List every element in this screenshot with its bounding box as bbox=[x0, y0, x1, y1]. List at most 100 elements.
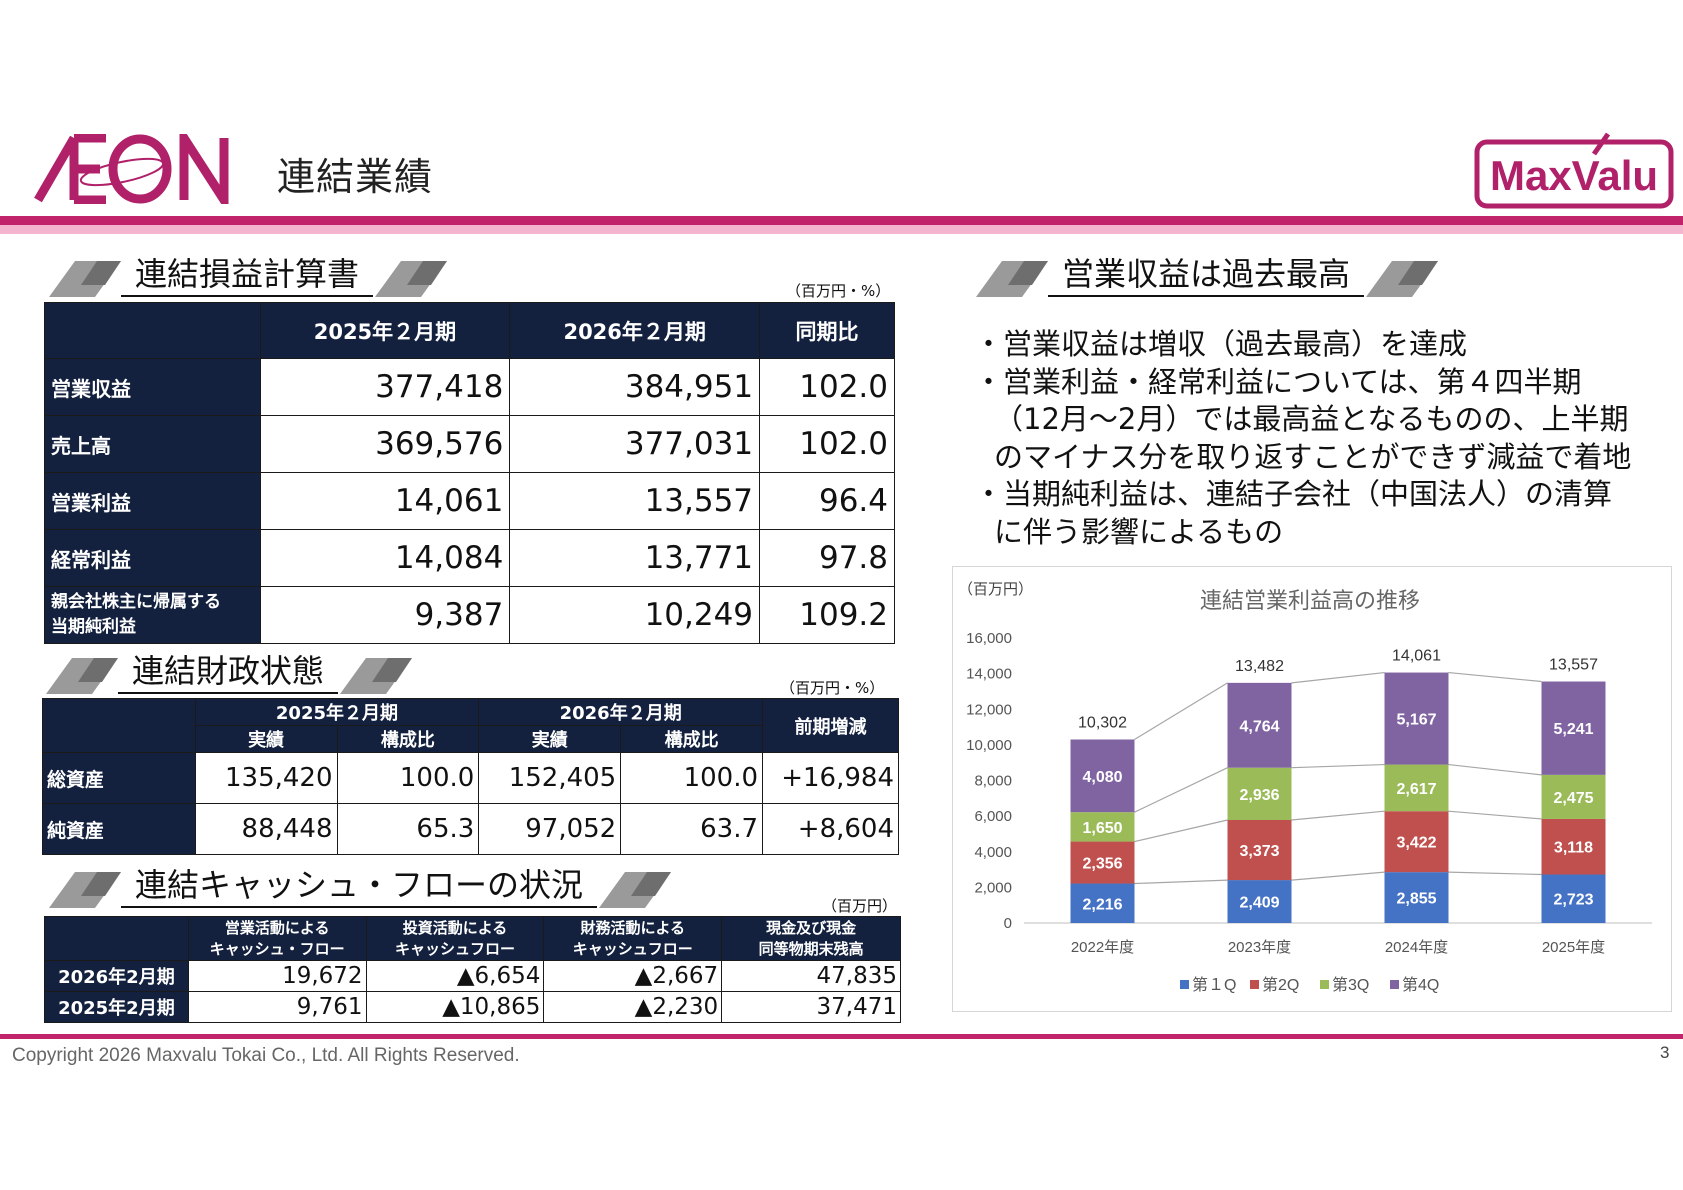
table-header-cell: 2026年２月期 bbox=[478, 698, 764, 726]
y-tick-label: 0 bbox=[1004, 915, 1012, 932]
table-header-cell: 現金及び現金 同等物期末残高 bbox=[721, 916, 901, 961]
pl-table: 2025年２月期 2026年２月期 同期比 営業収益 377,418 384,9… bbox=[44, 302, 895, 644]
series-line bbox=[1448, 763, 1542, 776]
bar-value-label: 2,855 bbox=[1396, 891, 1436, 908]
y-tick-label: 4,000 bbox=[974, 844, 1012, 861]
series-line bbox=[1448, 871, 1542, 876]
bs-table: 2025年２月期 2026年２月期 前期増減 実績 構成比 実績 構成比 総資産… bbox=[42, 698, 899, 855]
header-line: 投資活動による bbox=[402, 918, 508, 937]
cell-curr: 384,951 bbox=[509, 358, 761, 416]
bar-value-label: 3,422 bbox=[1396, 835, 1436, 852]
table-header-cell: 2026年２月期 bbox=[509, 302, 761, 359]
y-tick-label: 16,000 bbox=[966, 630, 1012, 647]
series-line bbox=[1291, 671, 1385, 684]
cell-ratio: 102.0 bbox=[759, 358, 895, 416]
table-header-row: 2025年２月期 2026年２月期 前期増減 bbox=[42, 698, 899, 753]
bar-segment bbox=[1070, 812, 1135, 842]
header-line: キャッシュフロー bbox=[394, 939, 515, 958]
bar-value-label: 2,216 bbox=[1082, 896, 1122, 913]
y-tick-label: 6,000 bbox=[974, 808, 1012, 825]
header-line: キャッシュ・フロー bbox=[209, 939, 345, 958]
bar-value-label: 1,650 bbox=[1082, 820, 1122, 837]
bar-total-label: 14,061 bbox=[1392, 648, 1441, 665]
series-line bbox=[1448, 810, 1542, 820]
cell-prev: 377,418 bbox=[259, 358, 511, 416]
header-band bbox=[0, 216, 1683, 225]
legend-swatch bbox=[1320, 980, 1329, 989]
legend-label: 第１Q bbox=[1192, 976, 1236, 994]
series-line bbox=[1448, 671, 1542, 683]
table-header-cell: 実績 bbox=[194, 725, 338, 753]
svg-text:MaxValu: MaxValu bbox=[1490, 152, 1658, 199]
highlights-section-title: 営業収益は過去最高 bbox=[974, 255, 1439, 297]
row-label: 営業利益 bbox=[44, 472, 261, 530]
legend-label: 第4Q bbox=[1402, 976, 1439, 994]
y-tick-label: 8,000 bbox=[974, 773, 1012, 790]
table-header-cell: 投資活動による キャッシュフロー bbox=[365, 916, 545, 961]
cell-prev: 369,576 bbox=[259, 415, 511, 473]
bar-value-label: 2,723 bbox=[1553, 892, 1593, 909]
cell-prev-ratio: 100.0 bbox=[336, 752, 480, 804]
bar-value-label: 2,409 bbox=[1239, 895, 1279, 912]
header-line: 現金及び現金 bbox=[766, 918, 857, 937]
cell-curr-actual: 152,405 bbox=[478, 752, 622, 804]
chevron-left-decor bbox=[49, 872, 121, 908]
table-row: 総資産 135,420 100.0 152,405 100.0 +16,984 bbox=[42, 752, 899, 804]
row-label: 親会社株主に帰属する 当期純利益 bbox=[44, 586, 261, 644]
table-header-cell bbox=[44, 916, 189, 961]
cell-financing: ▲2,667 bbox=[543, 960, 723, 992]
maxvalu-logo: MaxValu bbox=[1474, 132, 1674, 209]
bar-value-label: 2,475 bbox=[1553, 790, 1593, 807]
bar-value-label: 2,617 bbox=[1396, 781, 1436, 798]
table-row: 親会社株主に帰属する 当期純利益 9,387 10,249 109.2 bbox=[44, 586, 895, 644]
table-header-cell bbox=[44, 302, 261, 359]
chevron-left-decor bbox=[49, 261, 121, 297]
bullet-line: に伴う影響によるもの bbox=[994, 514, 1284, 549]
table-header-row: 営業活動による キャッシュ・フロー 投資活動による キャッシュフロー 財務活動による… bbox=[44, 916, 901, 961]
cf-section-title: 連結キャッシュ・フローの状況 bbox=[47, 866, 672, 908]
bar-value-label: 2,936 bbox=[1239, 787, 1279, 804]
bar-segment bbox=[1541, 774, 1606, 819]
bar-segment bbox=[1541, 818, 1606, 875]
cell-curr-ratio: 100.0 bbox=[620, 752, 764, 804]
cell-prev: 9,387 bbox=[259, 586, 511, 644]
bar-segment bbox=[1070, 739, 1135, 813]
row-label: 総資産 bbox=[42, 752, 196, 804]
legend-swatch bbox=[1390, 980, 1399, 989]
cell-change: +16,984 bbox=[762, 752, 899, 804]
header-line: キャッシュフロー bbox=[572, 939, 693, 958]
cf-title: 連結キャッシュ・フローの状況 bbox=[121, 866, 598, 908]
pl-unit: （百万円・%） bbox=[786, 282, 891, 300]
table-header-row: 実績 構成比 実績 構成比 bbox=[43, 725, 899, 753]
table-row: 2026年2月期 19,672 ▲6,654 ▲2,667 47,835 bbox=[44, 960, 901, 992]
cell-operating: 19,672 bbox=[187, 960, 367, 992]
cell-prev-actual: 88,448 bbox=[194, 803, 338, 855]
table-row: 営業収益 377,418 384,951 102.0 bbox=[44, 358, 895, 416]
row-label: 営業収益 bbox=[44, 358, 261, 416]
cf-unit: （百万円） bbox=[822, 897, 898, 915]
table-row: 売上高 369,576 377,031 102.0 bbox=[44, 415, 895, 473]
x-tick-label: 2023年度 bbox=[1228, 939, 1291, 956]
chart-unit-label: （百万円） bbox=[958, 581, 1033, 598]
series-line bbox=[1134, 819, 1228, 843]
table-row: 経常利益 14,084 13,771 97.8 bbox=[44, 529, 895, 587]
aeon-logo bbox=[34, 134, 229, 204]
cell-prev: 14,061 bbox=[259, 472, 511, 530]
legend-label: 第2Q bbox=[1262, 976, 1299, 994]
header-line: 財務活動による bbox=[580, 918, 686, 937]
bar-total-label: 13,482 bbox=[1235, 658, 1284, 675]
table-header-cell: 実績 bbox=[478, 725, 622, 753]
legend-label: 第3Q bbox=[1332, 976, 1369, 994]
chevron-right-decor bbox=[1366, 261, 1439, 297]
x-tick-label: 2022年度 bbox=[1071, 939, 1134, 956]
header-line: 営業活動による bbox=[224, 918, 330, 937]
chart-frame bbox=[952, 566, 1672, 1012]
row-label: 2025年2月期 bbox=[44, 991, 189, 1023]
bar-segment bbox=[1384, 672, 1449, 765]
bar-segment bbox=[1384, 872, 1449, 923]
bar-segment bbox=[1070, 883, 1135, 923]
y-tick-label: 10,000 bbox=[966, 737, 1012, 754]
bar-value-label: 5,167 bbox=[1396, 712, 1436, 729]
highlights-title: 営業収益は過去最高 bbox=[1048, 255, 1365, 297]
bullet-line: ・営業収益は増収（過去最高）を達成 bbox=[974, 327, 1468, 361]
